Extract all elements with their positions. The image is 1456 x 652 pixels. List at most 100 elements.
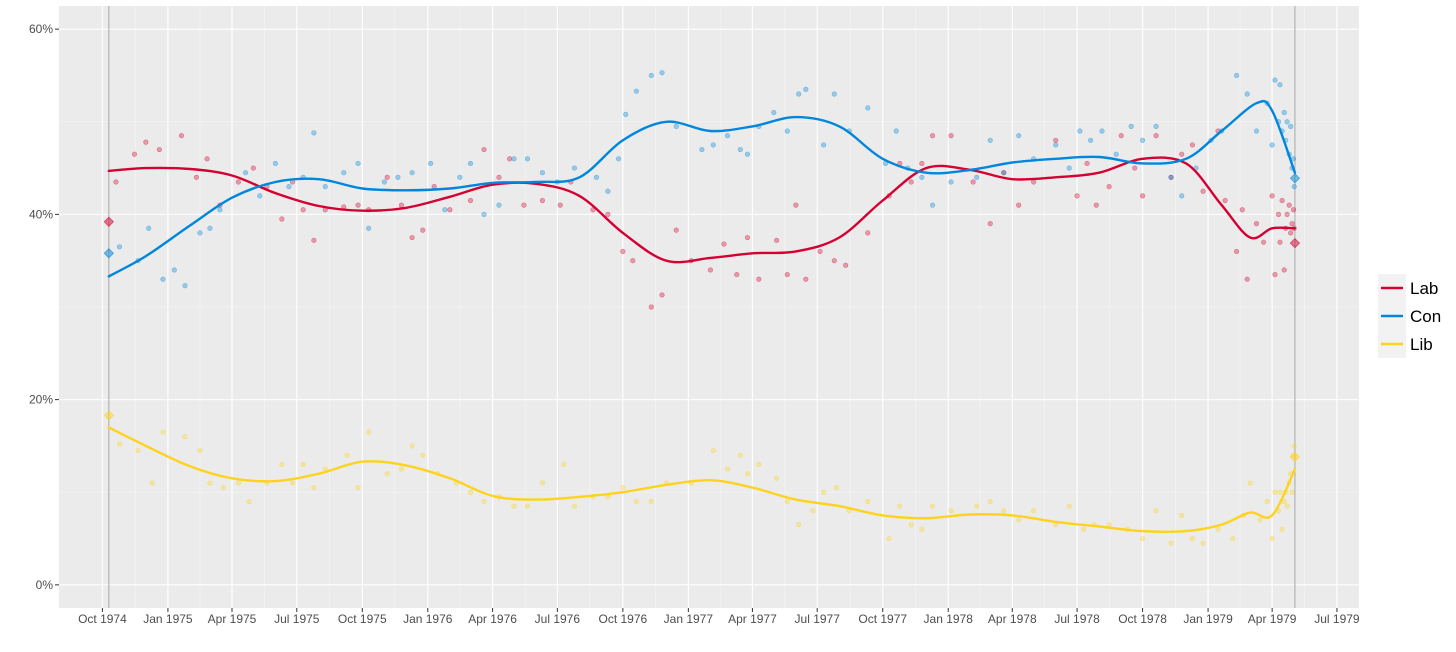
poll-point-lib	[929, 503, 936, 509]
poll-point-lab	[929, 133, 936, 139]
poll-point-lib	[1031, 508, 1037, 514]
poll-point-con	[395, 174, 401, 180]
poll-point-lib	[737, 452, 743, 458]
plot-panel	[59, 6, 1359, 608]
poll-point-lib	[908, 522, 914, 528]
poll-point-lib	[1272, 489, 1278, 495]
poll-point-lab	[398, 202, 405, 208]
trend-line-lab	[107, 156, 1297, 264]
poll-point-lab	[156, 146, 162, 153]
poll-point-con	[974, 174, 980, 180]
trend-line-lib	[107, 426, 1297, 534]
poll-point-lib	[311, 485, 317, 491]
poll-point-lab	[744, 234, 751, 241]
poll-point-lab	[1269, 193, 1275, 199]
poll-point-lab	[1277, 239, 1283, 245]
legend-label-lab: Lab	[1410, 279, 1438, 298]
poll-point-lib	[865, 498, 871, 505]
x-tick-label: Oct 1976	[599, 612, 648, 626]
x-tick-label: Oct 1977	[858, 612, 907, 626]
poll-point-lib	[149, 480, 155, 486]
poll-point-con	[821, 142, 827, 148]
poll-point-lab	[756, 276, 762, 282]
poll-point-lib	[300, 461, 306, 468]
poll-point-lab	[481, 146, 487, 153]
poll-points	[113, 70, 1297, 546]
poll-point-lab	[1253, 221, 1260, 227]
poll-point-lib	[1189, 535, 1196, 542]
election-result-marker-lib	[1289, 451, 1301, 463]
poll-point-lab	[784, 271, 790, 278]
poll-point-lab	[521, 202, 527, 208]
poll-point-con	[1099, 128, 1105, 134]
poll-point-lib	[561, 461, 567, 468]
poll-point-con	[710, 142, 716, 148]
poll-point-con	[987, 137, 993, 143]
poll-point-lab	[1244, 276, 1250, 282]
poll-point-lab	[1279, 197, 1285, 204]
poll-point-lab	[659, 292, 665, 298]
poll-point-con	[673, 123, 679, 129]
poll-point-lab	[970, 179, 976, 185]
poll-point-lib	[524, 503, 531, 509]
poll-point-con	[1233, 72, 1240, 79]
poll-point-con	[724, 133, 731, 139]
poll-point-con	[831, 91, 837, 97]
poll-point-lib	[1080, 526, 1087, 532]
poll-point-con	[1053, 142, 1059, 148]
poll-point-con	[615, 156, 622, 162]
poll-point-lib	[344, 452, 350, 458]
poll-point-lib	[784, 498, 790, 505]
poll-point-lib	[1291, 443, 1297, 449]
poll-point-con	[1001, 170, 1007, 176]
poll-point-lab	[1284, 211, 1290, 217]
poll-point-con	[1277, 82, 1283, 88]
poll-point-lab	[630, 258, 636, 264]
poll-point-lib	[539, 480, 546, 486]
y-tick-label: 0%	[36, 578, 54, 592]
poll-point-lab	[843, 262, 849, 268]
poll-point-con	[1272, 77, 1278, 83]
poll-point-con	[623, 111, 629, 117]
poll-point-lib	[1001, 508, 1007, 514]
poll-point-con	[457, 174, 463, 180]
election-result-marker-con	[1289, 173, 1301, 184]
poll-point-con	[571, 165, 578, 171]
poll-point-con	[1077, 128, 1083, 134]
poll-point-con	[948, 179, 954, 185]
x-tick-label: Jul 1978	[1054, 612, 1100, 626]
poll-point-con	[771, 109, 777, 116]
poll-point-lab	[1189, 142, 1196, 148]
x-tick-label: Oct 1974	[78, 612, 127, 626]
poll-point-lab	[831, 258, 837, 264]
poll-point-lab	[1001, 170, 1007, 176]
poll-point-con	[1291, 184, 1297, 190]
poll-point-con	[1281, 109, 1287, 116]
poll-point-con	[1113, 151, 1119, 157]
poll-point-lab	[774, 237, 780, 243]
poll-point-lib	[756, 461, 762, 468]
poll-point-lab	[557, 202, 563, 208]
poll-point-lib	[116, 441, 123, 447]
poll-point-con	[737, 146, 743, 153]
poll-point-con	[633, 88, 639, 94]
poll-point-lab	[496, 174, 502, 180]
poll-point-con	[796, 91, 802, 97]
poll-point-lab	[1239, 207, 1245, 213]
poll-point-lab	[817, 248, 823, 255]
poll-point-con	[257, 193, 263, 199]
poll-point-lib	[1284, 503, 1290, 509]
poll-point-lib	[384, 471, 390, 477]
poll-point-lab	[648, 304, 654, 310]
poll-point-lib	[220, 485, 227, 491]
poll-point-lab	[1286, 202, 1292, 208]
poll-point-con	[355, 160, 361, 167]
election-result-marker-con	[103, 248, 115, 259]
poll-point-lab	[131, 151, 138, 157]
poll-point-lab	[1168, 174, 1174, 180]
poll-point-con	[1179, 193, 1185, 199]
poll-point-lab	[1074, 193, 1080, 199]
poll-point-con	[865, 105, 871, 111]
poll-point-lab	[1272, 271, 1278, 278]
poll-point-lab	[250, 165, 256, 171]
